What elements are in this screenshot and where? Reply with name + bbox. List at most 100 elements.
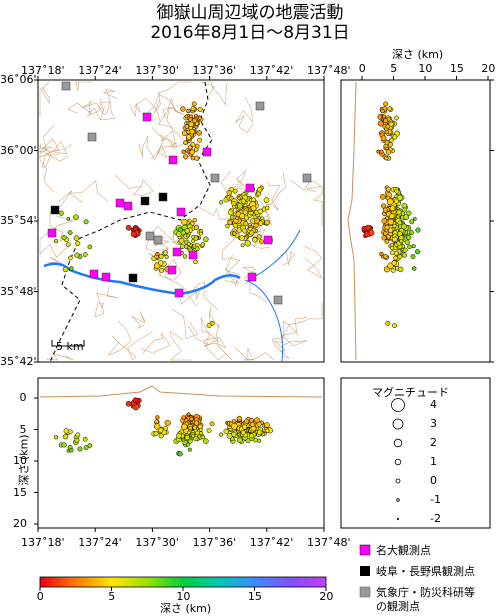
epicenter — [192, 217, 198, 223]
magnitude-label: 2 — [430, 436, 437, 449]
cross-section-point — [83, 445, 89, 451]
depth-lat-point — [386, 198, 394, 206]
depth-lat-point — [412, 217, 417, 221]
colorbar-tick-label: 5 — [108, 590, 116, 603]
colorbar-tick-label: 15 — [247, 590, 262, 603]
epicenter — [232, 188, 238, 194]
epicenter — [190, 155, 196, 161]
map-lat-tick-label: 35˚42' — [0, 355, 37, 368]
depth-lat-point — [387, 227, 394, 233]
epicenter — [254, 218, 260, 224]
cross-section-point — [241, 424, 248, 430]
depth-lat-point — [394, 188, 400, 194]
station-markers — [47, 81, 312, 305]
depth-lat-point — [411, 266, 417, 271]
magnitude-circle — [395, 478, 401, 484]
axis-ticks — [34, 76, 494, 532]
epicenter — [263, 197, 270, 203]
depth-lat-point — [392, 236, 398, 243]
epicenter — [62, 266, 69, 273]
depth-lat-point — [396, 209, 402, 215]
map-lon-tick-label: 137˚30' — [135, 64, 179, 77]
depth-lat-point — [383, 118, 388, 123]
station-marker — [174, 288, 184, 298]
cross-section-point — [153, 431, 159, 437]
depth-lat-point — [399, 238, 404, 244]
cross-section-point — [158, 433, 164, 439]
cross-section-point — [191, 433, 196, 438]
epicenter — [69, 266, 74, 271]
depth-lat-point — [407, 244, 412, 250]
epicenter — [189, 149, 195, 155]
depth-lat-point — [415, 227, 421, 233]
depth-lat-points — [347, 81, 421, 361]
station-marker — [128, 273, 138, 283]
epicenter — [158, 260, 164, 266]
depth-lat-point — [388, 121, 394, 128]
depth-lat-point — [410, 254, 416, 259]
cross-section-point — [231, 422, 238, 430]
epicenter — [74, 252, 80, 258]
epicenter — [66, 217, 71, 221]
epicenter — [241, 228, 248, 234]
depth-lat-point — [401, 203, 408, 209]
epicenter — [73, 235, 80, 241]
depth-lat-point — [393, 255, 399, 261]
depth-top-tick-label: 5 — [390, 62, 398, 75]
cross-section-point — [237, 437, 243, 444]
magnitude-label: -2 — [430, 512, 441, 525]
cross-section-point — [69, 447, 74, 453]
epicenter — [187, 145, 193, 150]
epicenter — [251, 197, 257, 203]
cross-section-point — [185, 442, 190, 447]
epicenter — [256, 234, 262, 240]
topography-contours — [39, 81, 323, 361]
xs-depth-tick-label: 0 — [19, 391, 27, 404]
station-marker — [255, 101, 265, 111]
depth-lat-point — [379, 149, 384, 154]
magnitude-label: 1 — [430, 455, 437, 468]
epicenter — [198, 231, 203, 236]
legend-swatch-nagoya — [359, 544, 371, 556]
title-line2: 2016年8月1日〜8月31日 — [150, 23, 350, 43]
station-marker — [153, 235, 163, 245]
epicenter-points — [53, 101, 273, 329]
depth-axis-title: 深さ (km) — [392, 48, 444, 61]
station-marker — [188, 250, 198, 260]
cross-section-point — [240, 429, 246, 435]
magnitude-circle — [396, 498, 400, 502]
epicenter — [182, 254, 188, 259]
epicenter — [244, 240, 251, 247]
xs-depth-tick-label: 10 — [13, 454, 27, 467]
magnitude-label: -1 — [430, 493, 441, 506]
epicenter — [243, 221, 249, 227]
epicenter — [229, 215, 235, 220]
legend-swatch-jma — [359, 586, 371, 598]
depth-lat-point — [383, 231, 388, 236]
cross-section-point — [181, 423, 188, 430]
cross-section-point — [154, 419, 160, 425]
cross-section-point — [187, 438, 193, 444]
legend-swatch-gifu-nagano — [360, 566, 370, 576]
depth-lat-point — [396, 194, 403, 201]
depth-top-tick-label: 10 — [418, 62, 433, 75]
magnitude-label: 0 — [430, 474, 437, 487]
depth-lat-point — [392, 134, 398, 140]
colorbar-tick-label: 0 — [36, 590, 44, 603]
cross-section-point — [188, 426, 193, 431]
cross-section-point — [158, 427, 164, 433]
epicenter — [67, 255, 73, 261]
epicenter — [231, 231, 237, 236]
magnitude-label: 3 — [430, 417, 437, 430]
cross-section-point — [132, 397, 139, 403]
epicenter — [65, 242, 71, 247]
epicenter — [186, 241, 191, 246]
depth-lat-point — [406, 210, 412, 216]
depth-lat-point — [388, 142, 393, 147]
epicenter — [197, 115, 202, 120]
magnitude-legend-title: マグニチュード — [372, 386, 449, 399]
colorbar-ticks — [39, 587, 327, 591]
legend-label-jma-2: の観測点 — [376, 600, 420, 613]
epicenter — [206, 323, 212, 329]
